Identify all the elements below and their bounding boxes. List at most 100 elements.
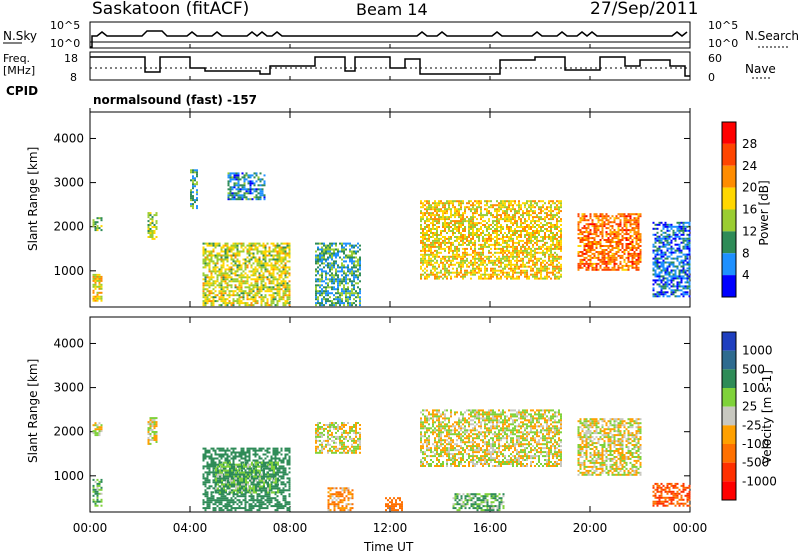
power-cell bbox=[621, 239, 624, 241]
power-cell bbox=[424, 208, 426, 211]
power-cell bbox=[341, 294, 343, 297]
power-cell bbox=[631, 254, 634, 257]
power-cell bbox=[246, 274, 249, 277]
power-cell bbox=[272, 274, 275, 277]
power-cell bbox=[544, 236, 546, 238]
power-cell bbox=[504, 275, 506, 278]
power-cell bbox=[278, 252, 281, 255]
power-cell bbox=[98, 275, 101, 278]
power-cell bbox=[272, 294, 275, 297]
power-cell bbox=[319, 284, 321, 287]
power-cell bbox=[480, 206, 482, 209]
power-cell bbox=[440, 251, 442, 254]
power-cell bbox=[98, 285, 101, 288]
velocity-cell bbox=[208, 503, 211, 506]
power-cell bbox=[274, 266, 277, 269]
power-cell bbox=[654, 239, 657, 242]
power-cell bbox=[232, 304, 235, 307]
power-cell bbox=[337, 296, 339, 299]
power-cell bbox=[339, 294, 341, 297]
power-cell bbox=[359, 298, 361, 301]
power-cell bbox=[458, 224, 460, 226]
power-cell bbox=[153, 226, 156, 228]
power-cell bbox=[617, 245, 620, 247]
power-cell bbox=[536, 267, 538, 270]
velocity-cell bbox=[212, 457, 215, 460]
power-cell bbox=[617, 251, 620, 253]
power-cell bbox=[666, 267, 669, 270]
power-cell bbox=[607, 258, 610, 261]
power-cell bbox=[226, 252, 229, 255]
power-cell bbox=[611, 231, 614, 234]
power-cell bbox=[259, 184, 262, 187]
power-cell bbox=[339, 278, 341, 281]
power-cell bbox=[252, 270, 255, 273]
power-cell bbox=[263, 198, 266, 201]
power-cell bbox=[204, 298, 207, 301]
power-cell bbox=[190, 195, 192, 198]
power-cell bbox=[351, 282, 353, 285]
power-cell bbox=[192, 187, 194, 190]
power-cell bbox=[343, 246, 345, 249]
power-cell bbox=[327, 284, 329, 287]
power-cell bbox=[524, 245, 526, 248]
power-cell bbox=[454, 222, 456, 225]
velocity-cell bbox=[212, 447, 215, 450]
power-cell bbox=[220, 294, 223, 297]
power-cell bbox=[613, 219, 616, 222]
power-cell bbox=[222, 278, 225, 281]
power-cell bbox=[621, 251, 624, 253]
velocity-cell bbox=[96, 428, 99, 431]
power-cell bbox=[426, 259, 428, 262]
power-cell bbox=[460, 267, 462, 270]
power-cell bbox=[599, 251, 602, 253]
power-cell bbox=[540, 273, 542, 276]
power-cell bbox=[272, 242, 275, 245]
power-cell bbox=[343, 260, 345, 263]
power-cell bbox=[522, 253, 524, 256]
power-cell bbox=[607, 266, 610, 269]
power-cell bbox=[536, 230, 538, 232]
power-cell bbox=[601, 260, 604, 263]
velocity-cell bbox=[98, 484, 101, 487]
power-cell bbox=[212, 280, 215, 283]
power-cell bbox=[603, 245, 606, 247]
power-cell bbox=[327, 266, 329, 269]
power-cell bbox=[502, 253, 504, 256]
power-cell bbox=[92, 223, 95, 226]
power-cell bbox=[666, 271, 669, 274]
power-cell bbox=[258, 258, 261, 261]
power-cell bbox=[508, 249, 510, 252]
power-cell bbox=[486, 200, 488, 203]
power-cell bbox=[686, 233, 689, 236]
power-cell bbox=[261, 194, 264, 197]
power-cell bbox=[100, 291, 103, 294]
power-cell bbox=[424, 251, 426, 254]
power-cell bbox=[94, 223, 97, 226]
power-cell bbox=[639, 249, 642, 251]
power-cell bbox=[224, 290, 227, 293]
power-cell bbox=[611, 260, 614, 263]
power-cell bbox=[222, 262, 225, 265]
power-cell bbox=[627, 260, 630, 263]
power-cell bbox=[430, 218, 432, 221]
power-cell bbox=[444, 210, 446, 213]
power-cell bbox=[214, 244, 217, 247]
power-cell bbox=[536, 214, 538, 217]
power-cell bbox=[254, 292, 257, 295]
power-cell bbox=[251, 182, 254, 185]
power-cell bbox=[329, 300, 331, 303]
power-cell bbox=[462, 275, 464, 278]
power-cell bbox=[227, 180, 230, 183]
power-cell bbox=[438, 277, 440, 280]
power-cell bbox=[550, 230, 552, 232]
power-cell bbox=[262, 250, 265, 253]
power-cell bbox=[246, 276, 249, 279]
power-cell bbox=[534, 249, 536, 252]
power-cell bbox=[470, 204, 472, 207]
power-cell bbox=[204, 250, 207, 253]
power-cell bbox=[428, 218, 430, 221]
power-cell bbox=[349, 242, 351, 245]
power-cell bbox=[686, 237, 689, 240]
power-cell bbox=[238, 282, 241, 285]
